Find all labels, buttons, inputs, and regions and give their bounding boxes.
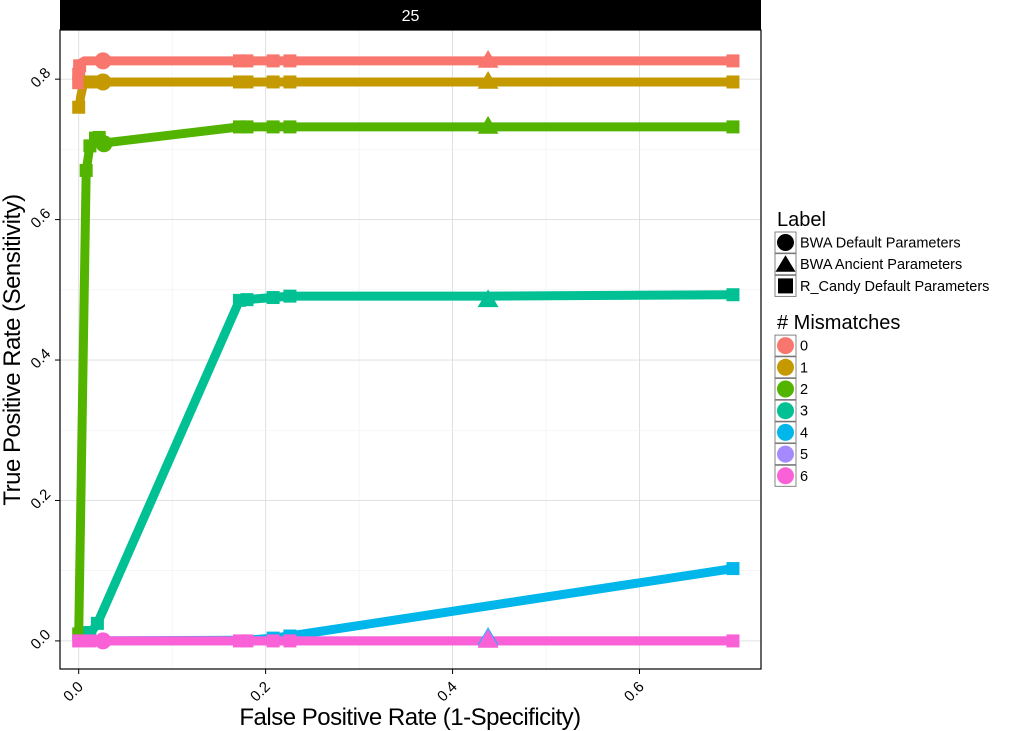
square-marker-0 [266,54,280,68]
legend-color-swatch-2 [777,380,794,398]
triangle-marker-2 [477,115,499,134]
legend-square-icon [778,278,793,294]
legend-item-label: 6 [800,469,808,485]
square-marker-2 [726,120,740,134]
legend-item-label: 5 [800,447,808,463]
square-marker-3 [90,616,104,630]
legend-item-label: BWA Ancient Parameters [800,257,962,273]
square-marker-1 [90,75,104,89]
legend-title: Label [777,209,826,231]
square-marker-3 [726,288,740,302]
legend-color-swatch-1 [777,358,794,376]
series-line-1 [74,77,733,112]
x-axis-title: False Positive Rate (1-Specificity) [239,704,580,731]
square-marker-1 [240,75,254,89]
square-marker-3 [240,293,254,307]
square-marker-1 [726,75,740,89]
square-marker-4 [726,562,740,576]
square-marker-2 [283,120,297,134]
square-marker-6 [283,634,297,648]
legend-triangle-icon [775,255,796,272]
triangle-marker-0 [477,49,499,68]
facet-strip-label: 25 [402,8,420,25]
triangle-marker-1 [477,70,499,89]
legend-color-swatch-3 [777,402,794,420]
square-marker-2 [240,120,254,134]
square-marker-2 [79,163,93,177]
circle-marker-6 [94,632,112,650]
square-marker-1 [72,100,86,114]
legend-item-label: 0 [800,339,808,355]
square-marker-6 [266,634,280,648]
square-marker-6 [240,634,254,648]
legend-item-label: 3 [800,404,808,420]
square-marker-0 [240,54,254,68]
square-marker-0 [283,54,297,68]
legend-color-swatch-5 [777,445,794,463]
square-marker-1 [283,75,297,89]
y-axis-title: True Positive Rate (Sensitivity) [0,194,26,505]
series-markers [72,49,740,650]
legend-item-label: BWA Default Parameters [800,236,961,252]
square-marker-0 [73,59,87,73]
legend-item-label: 2 [800,382,808,398]
legend-title: # Mismatches [777,312,900,334]
legend-color-swatch-6 [777,467,794,485]
triangle-marker-3 [477,289,499,308]
legend-color-swatch-0 [777,337,794,355]
square-marker-0 [726,54,740,68]
plot-panel-border [59,29,762,670]
square-marker-6 [72,634,86,648]
legend-item-label: 1 [800,360,808,376]
square-marker-3 [266,291,280,305]
legend-item-label: R_Candy Default Parameters [800,279,989,295]
legend-color-swatch-4 [777,423,794,441]
circle-marker-0 [94,52,112,70]
square-marker-1 [266,75,280,89]
square-marker-2 [92,130,106,144]
legend: Label BWA Default Parameters BWA Ancient P… [774,209,989,487]
square-marker-6 [726,634,740,648]
legend-item-label: 4 [800,425,808,441]
square-marker-2 [266,120,280,134]
triangle-marker-6 [477,629,499,648]
square-marker-3 [283,289,297,303]
facet-strip [60,0,761,30]
square-marker-6 [83,634,97,648]
legend-circle-icon [777,234,794,251]
